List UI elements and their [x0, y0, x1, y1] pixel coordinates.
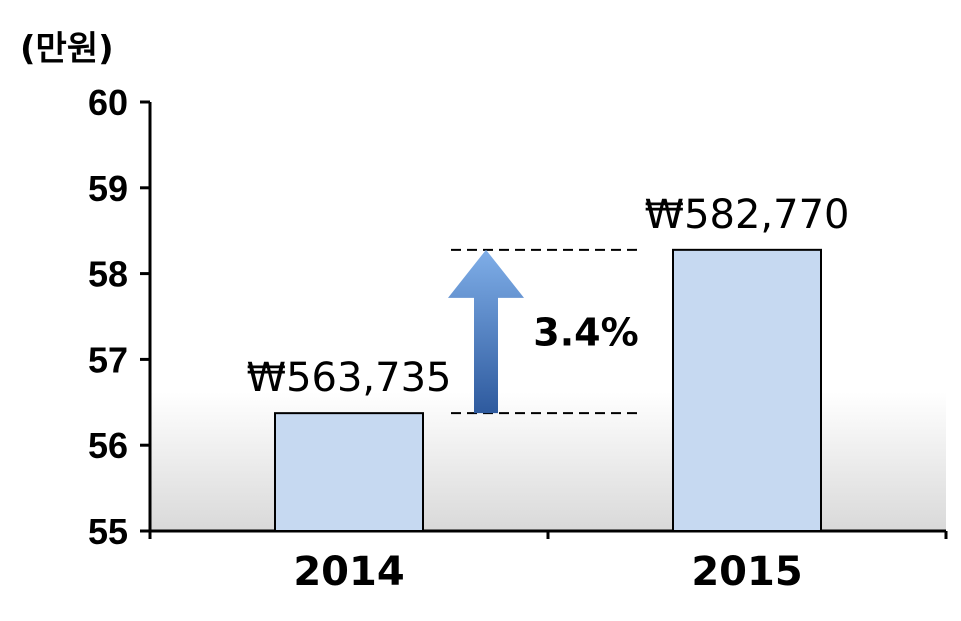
data-labels-group: ₩563,735 2014 ₩582,770 2015 [247, 192, 850, 595]
y-axis-unit-label: (만원) [20, 29, 114, 69]
x-category-label-2015: 2015 [691, 549, 802, 595]
increase-arrow-icon [448, 249, 524, 414]
data-label-2014: ₩563,735 [247, 355, 452, 401]
bars-group [274, 248, 822, 532]
x-category-label-2014: 2014 [293, 549, 404, 595]
x-axis [148, 529, 948, 539]
y-tick-label: 60 [88, 82, 128, 123]
percent-change-label: 3.4% [533, 310, 638, 354]
y-tick-label: 57 [88, 339, 128, 380]
bar-2014 [274, 412, 424, 532]
bar-2015 [672, 248, 822, 532]
y-tick-label: 56 [88, 425, 128, 466]
y-tick-label: 58 [88, 254, 128, 295]
y-tick-label: 55 [88, 511, 128, 552]
y-axis: 55 56 57 58 59 60 [88, 82, 152, 552]
y-tick-label: 59 [88, 168, 128, 209]
data-label-2015: ₩582,770 [645, 192, 850, 238]
